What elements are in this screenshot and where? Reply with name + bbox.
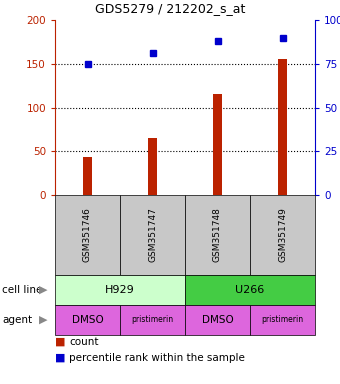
Bar [83, 157, 92, 195]
Text: pristimerin: pristimerin [261, 316, 304, 324]
Text: GSM351749: GSM351749 [278, 208, 287, 262]
Text: DMSO: DMSO [72, 315, 103, 325]
Text: count: count [69, 337, 99, 347]
Bar [278, 58, 287, 195]
Text: ▶: ▶ [39, 285, 47, 295]
Text: ▶: ▶ [39, 315, 47, 325]
Text: percentile rank within the sample: percentile rank within the sample [69, 353, 245, 363]
Text: GSM351748: GSM351748 [213, 208, 222, 262]
Text: ■: ■ [55, 337, 66, 347]
Text: GSM351747: GSM351747 [148, 208, 157, 262]
Text: DMSO: DMSO [202, 315, 233, 325]
Text: U266: U266 [235, 285, 265, 295]
Text: cell line: cell line [2, 285, 42, 295]
Text: GDS5279 / 212202_s_at: GDS5279 / 212202_s_at [95, 2, 245, 15]
Text: H929: H929 [105, 285, 135, 295]
Bar [148, 138, 157, 195]
Bar [212, 93, 222, 195]
Text: agent: agent [2, 315, 32, 325]
Text: ■: ■ [55, 353, 66, 363]
Text: pristimerin: pristimerin [132, 316, 173, 324]
Text: GSM351746: GSM351746 [83, 208, 92, 262]
